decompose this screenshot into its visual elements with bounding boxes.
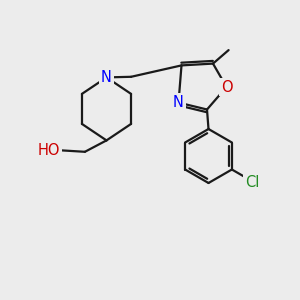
Text: N: N [101, 70, 112, 85]
Text: O: O [221, 80, 232, 94]
Text: Cl: Cl [245, 175, 259, 190]
Text: N: N [173, 95, 184, 110]
Text: HO: HO [38, 143, 60, 158]
